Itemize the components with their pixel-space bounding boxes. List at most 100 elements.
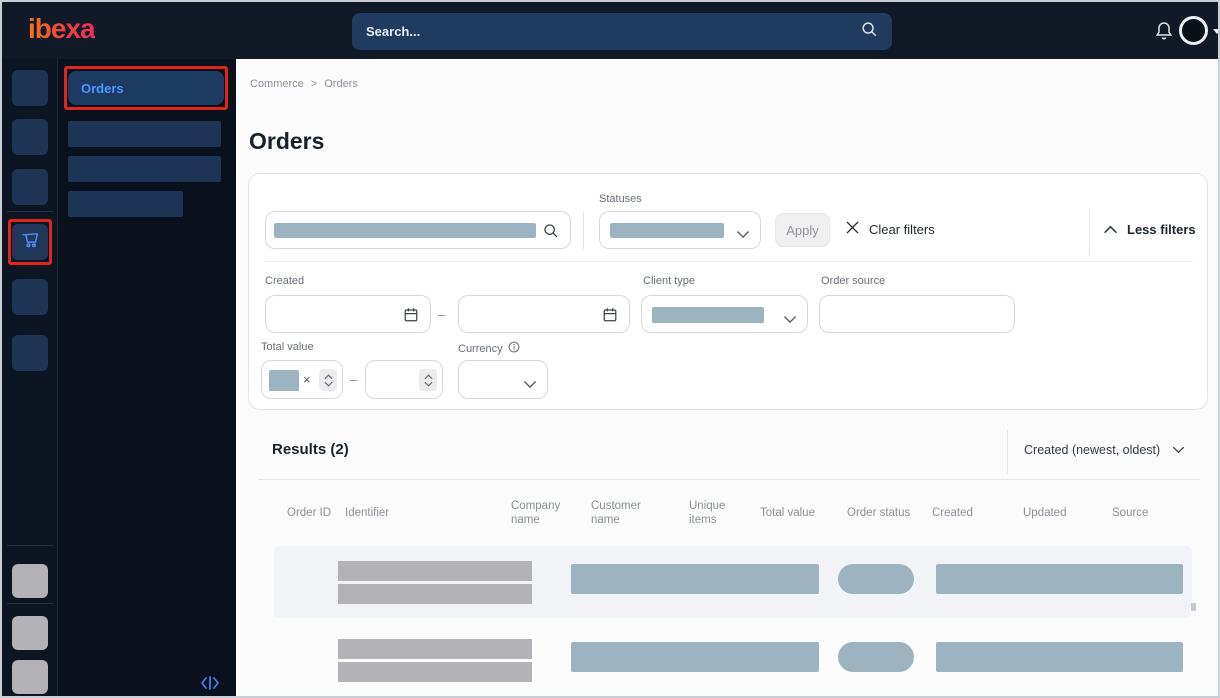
sort-select[interactable]: Created (newest, oldest) <box>1024 443 1185 457</box>
col-header-total-value: Total value <box>760 507 815 519</box>
table-row[interactable] <box>274 546 1192 618</box>
breadcrumb: Commerce > Orders <box>250 78 358 90</box>
value-range-separator: – <box>350 372 358 387</box>
order-status-badge <box>838 564 914 594</box>
sort-value: Created (newest, oldest) <box>1024 443 1161 457</box>
number-stepper[interactable] <box>319 369 337 391</box>
col-header-unique-items: Unique items <box>689 500 726 526</box>
nav-tile-bottom[interactable] <box>12 564 48 598</box>
customer-placeholder <box>571 642 819 672</box>
created-label: Created <box>265 275 305 287</box>
results-title: Results (2) <box>272 441 349 458</box>
user-menu-caret-icon[interactable] <box>1213 29 1218 34</box>
calendar-icon[interactable] <box>403 306 419 328</box>
nav-tile[interactable] <box>12 70 48 106</box>
topbar: ibexa Search... <box>2 2 1218 59</box>
less-filters-toggle[interactable]: Less filters <box>1103 219 1196 239</box>
info-icon[interactable] <box>508 341 520 356</box>
col-header-created: Created <box>932 507 973 519</box>
statuses-label: Statuses <box>599 193 642 205</box>
main-content: Commerce > Orders Orders Statuses <box>236 59 1218 696</box>
notifications-bell-icon[interactable] <box>1154 20 1174 47</box>
col-header-source: Source <box>1112 507 1149 519</box>
less-filters-label: Less filters <box>1127 221 1196 237</box>
filters-panel: Statuses Apply Clear filters <box>248 173 1208 410</box>
dates-placeholder <box>936 642 1183 672</box>
nav-tile-bottom[interactable] <box>12 616 48 650</box>
sidebar-item-orders[interactable]: Orders <box>68 71 224 105</box>
chevron-down-icon <box>736 226 750 244</box>
nav-tile[interactable] <box>12 169 48 205</box>
global-search-input[interactable]: Search... <box>352 13 892 50</box>
client-type-select[interactable] <box>641 295 808 333</box>
results-divider <box>258 479 1200 480</box>
statuses-select[interactable] <box>599 211 761 249</box>
breadcrumb-orders[interactable]: Orders <box>324 78 358 90</box>
annotation-highlight-commerce-icon <box>8 219 52 265</box>
col-header-order-id: Order ID <box>287 507 332 519</box>
clear-filters-label: Clear filters <box>869 221 935 237</box>
nav-tile[interactable] <box>12 119 48 155</box>
filter-divider <box>1089 208 1090 255</box>
identifier-placeholder <box>338 584 532 604</box>
rail-divider <box>7 603 53 604</box>
search-icon[interactable] <box>860 20 878 43</box>
identifier-placeholder <box>338 662 532 682</box>
page-title: Orders <box>249 128 325 154</box>
search-value-placeholder <box>274 223 536 238</box>
apply-button[interactable]: Apply <box>775 213 830 247</box>
breadcrumb-separator: > <box>310 78 318 90</box>
nav-tile[interactable] <box>12 279 48 315</box>
dates-placeholder <box>936 564 1183 594</box>
shopping-cart-icon <box>20 229 41 255</box>
orders-search-input[interactable] <box>265 211 571 249</box>
sidebar-item-placeholder[interactable] <box>68 156 221 182</box>
number-stepper[interactable] <box>419 369 437 391</box>
user-avatar[interactable] <box>1179 16 1208 45</box>
apply-button-label: Apply <box>786 222 819 238</box>
sort-divider <box>1007 430 1008 474</box>
currency-select[interactable] <box>458 360 548 399</box>
sidebar-item-orders-label: Orders <box>81 80 124 96</box>
clear-value-icon[interactable]: × <box>303 372 311 387</box>
date-range-separator: – <box>438 307 446 322</box>
order-source-label: Order source <box>821 275 886 287</box>
table-row[interactable] <box>274 632 1192 696</box>
global-search-placeholder: Search... <box>366 24 421 39</box>
total-value-min-input[interactable]: × <box>261 360 343 399</box>
customer-placeholder <box>571 564 819 594</box>
sidebar-item-placeholder[interactable] <box>68 191 183 217</box>
commerce-nav-item[interactable] <box>12 224 48 260</box>
chevron-down-icon <box>1172 443 1185 457</box>
order-source-input[interactable] <box>819 295 1015 333</box>
calendar-icon[interactable] <box>602 306 618 328</box>
breadcrumb-commerce[interactable]: Commerce <box>250 78 304 90</box>
clear-filters-button[interactable]: Clear filters <box>845 219 935 239</box>
created-to-input[interactable] <box>458 295 630 333</box>
chevron-down-icon <box>783 311 797 329</box>
ibexa-logo[interactable]: ibexa <box>28 13 96 44</box>
sidebar-item-placeholder[interactable] <box>68 121 221 147</box>
annotation-highlight-orders-item <box>64 66 228 110</box>
nav-tile-bottom[interactable] <box>12 660 48 694</box>
search-icon <box>542 222 559 244</box>
client-type-value-placeholder <box>652 307 764 323</box>
client-type-label: Client type <box>643 275 695 287</box>
rail-divider <box>7 211 53 212</box>
nav-tile[interactable] <box>12 335 48 371</box>
collapse-sidebar-icon[interactable] <box>199 675 221 696</box>
close-icon <box>845 220 860 238</box>
main-nav-rail <box>2 59 58 696</box>
currency-label-wrap: Currency <box>458 341 520 356</box>
secondary-sidebar: Orders <box>58 59 236 696</box>
identifier-placeholder <box>338 639 532 659</box>
total-value-max-input[interactable] <box>365 360 443 399</box>
identifier-placeholder <box>338 561 532 581</box>
col-header-identifier: Identifier <box>345 507 390 519</box>
created-from-input[interactable] <box>265 295 431 333</box>
scrollbar-thumb[interactable] <box>1191 603 1196 611</box>
total-value-placeholder <box>269 370 299 391</box>
order-status-badge <box>838 642 914 672</box>
chevron-up-icon <box>1103 222 1118 237</box>
